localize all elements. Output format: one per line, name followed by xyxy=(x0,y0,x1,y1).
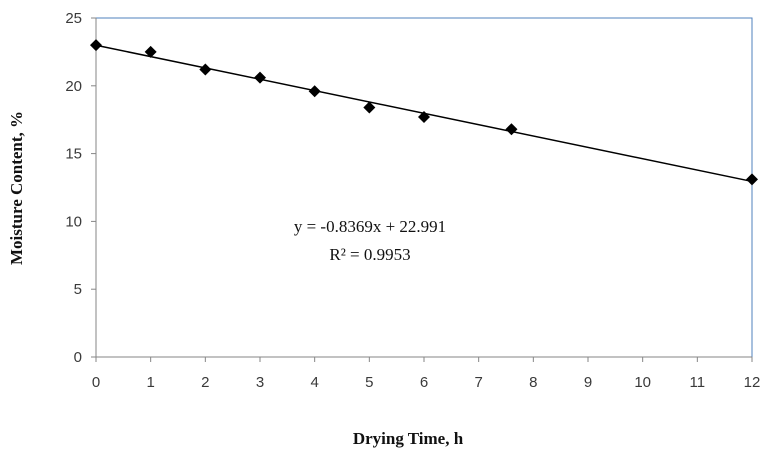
y-tick-label: 5 xyxy=(74,281,82,298)
y-tick-label: 15 xyxy=(65,146,82,163)
plot-area xyxy=(95,17,753,358)
x-tick-label: 9 xyxy=(584,374,592,391)
y-tick-label: 10 xyxy=(65,213,82,230)
data-point xyxy=(254,71,266,84)
x-tick-label: 12 xyxy=(744,374,761,391)
x-tick-label: 2 xyxy=(201,374,209,391)
y-tick-label: 25 xyxy=(65,10,82,27)
x-tick-label: 8 xyxy=(529,374,537,391)
r-squared-label: R² = 0.9953 xyxy=(329,245,410,264)
y-axis-title: Moisture Content, % xyxy=(7,111,26,265)
data-point xyxy=(505,123,518,136)
data-point xyxy=(144,45,157,58)
plot-border xyxy=(95,17,753,358)
data-series xyxy=(90,39,758,186)
data-point xyxy=(90,39,102,52)
data-point xyxy=(746,173,758,186)
y-axis: 0 5 10 15 20 25 xyxy=(65,10,96,366)
data-point xyxy=(363,101,376,114)
x-tick-label: 3 xyxy=(256,374,264,391)
x-tick-label: 1 xyxy=(146,374,154,391)
x-tick-label: 0 xyxy=(92,374,100,391)
trendline-equation: y = -0.8369x + 22.991 xyxy=(294,217,446,236)
x-tick-label: 5 xyxy=(365,374,373,391)
y-tick-label: 0 xyxy=(74,349,82,366)
x-tick-label: 6 xyxy=(420,374,428,391)
data-point xyxy=(418,110,430,123)
data-point xyxy=(308,85,321,98)
x-axis-title: Drying Time, h xyxy=(353,429,464,448)
x-tick-label: 10 xyxy=(634,374,651,391)
x-axis: 0 1 2 3 4 5 6 7 8 9 10 11 12 xyxy=(92,357,761,391)
x-tick-label: 11 xyxy=(690,374,706,391)
y-tick-label: 20 xyxy=(65,78,82,95)
x-tick-label: 4 xyxy=(310,374,318,391)
data-point xyxy=(199,63,212,76)
x-tick-label: 7 xyxy=(474,374,482,391)
